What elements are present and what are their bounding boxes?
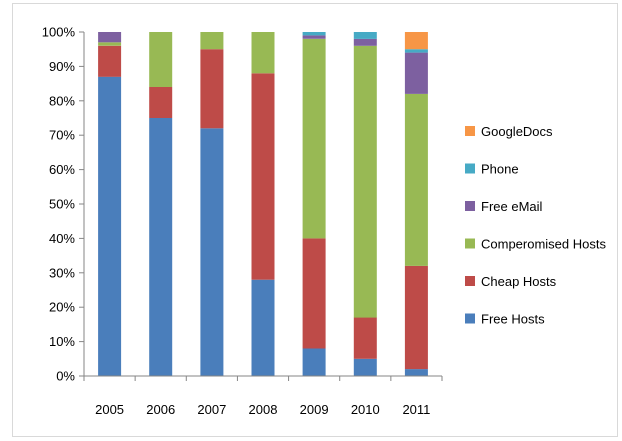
axes-group — [79, 31, 443, 381]
bar-segment-2009-3 — [302, 35, 326, 39]
bar-segment-2011-0 — [404, 369, 428, 376]
x-tick-label: 2007 — [197, 402, 226, 417]
bar-segment-2008-0 — [251, 279, 275, 376]
legend-swatch — [465, 126, 475, 136]
legend-swatch — [465, 163, 475, 174]
y-tick-label: 100% — [42, 25, 76, 40]
bar-segment-2011-3 — [404, 52, 428, 94]
x-tick-labels: 2005 2006 2007 2008 2009 2010 2011 — [95, 402, 430, 417]
y-tick-label: 20% — [49, 300, 75, 315]
y-tick-label: 90% — [49, 59, 75, 74]
bar-segment-2011-4 — [404, 49, 428, 53]
bar-segment-2009-0 — [302, 348, 326, 376]
legend-label: Cheap Hosts — [481, 274, 557, 289]
legend-label: Free eMail — [481, 199, 543, 214]
x-tick-label: 2006 — [146, 402, 175, 417]
y-tick-label: 50% — [49, 197, 75, 212]
bar-segment-2007-2 — [200, 32, 224, 50]
y-tick-label: 10% — [49, 334, 75, 349]
bar-segment-2005-2 — [98, 42, 122, 46]
bar-segment-2008-1 — [251, 73, 275, 280]
bar-segment-2011-5 — [404, 32, 428, 50]
legend-label: Phone — [481, 162, 519, 177]
bar-segment-2010-4 — [353, 32, 377, 39]
bar-segment-2009-1 — [302, 238, 326, 349]
y-tick-label: 60% — [49, 162, 75, 177]
legend-label: GoogleDocs — [481, 124, 553, 139]
bar-segment-2006-2 — [149, 32, 173, 87]
bar-segment-2005-0 — [98, 76, 122, 376]
legend-swatch — [465, 276, 475, 286]
x-tick-label: 2005 — [95, 402, 124, 417]
y-tick-label: 80% — [49, 93, 75, 108]
x-tick-label: 2008 — [249, 402, 278, 417]
bars-group — [98, 32, 428, 376]
legend-swatch — [465, 201, 475, 211]
bar-segment-2007-0 — [200, 128, 224, 376]
y-tick-label: 70% — [49, 128, 75, 143]
bar-segment-2011-1 — [404, 265, 428, 370]
bar-segment-2007-1 — [200, 49, 224, 129]
bar-segment-2006-1 — [149, 87, 173, 118]
bar-segment-2010-2 — [353, 45, 377, 318]
bar-segment-2010-3 — [353, 38, 377, 46]
bar-segment-2009-4 — [302, 32, 326, 36]
legend-swatch — [465, 313, 475, 324]
x-tick-label: 2009 — [300, 402, 329, 417]
legend-label: Free Hosts — [481, 312, 545, 327]
y-tick-label: 0% — [56, 369, 75, 384]
bar-segment-2005-1 — [98, 45, 122, 77]
bar-segment-2009-2 — [302, 38, 326, 239]
bar-segment-2010-0 — [353, 358, 377, 376]
bar-segment-2011-2 — [404, 93, 428, 266]
legend-label: Comperomised Hosts — [481, 237, 606, 252]
y-tick-labels: 0% 10% 20% 30% 40% 50% 60% 70% 80% 90% 100% — [42, 25, 76, 384]
bar-segment-2005-3 — [98, 32, 122, 43]
y-tick-label: 30% — [49, 265, 75, 280]
bar-segment-2006-0 — [149, 118, 173, 376]
bar-segment-2008-2 — [251, 32, 275, 74]
x-tick-label: 2011 — [402, 402, 430, 417]
x-tick-label: 2010 — [351, 402, 380, 417]
bar-segment-2010-1 — [353, 317, 377, 359]
legend: GoogleDocs Phone Free eMail Comperomised Ho… — [465, 124, 606, 327]
legend-swatch — [465, 238, 475, 249]
y-tick-label: 40% — [49, 231, 75, 246]
